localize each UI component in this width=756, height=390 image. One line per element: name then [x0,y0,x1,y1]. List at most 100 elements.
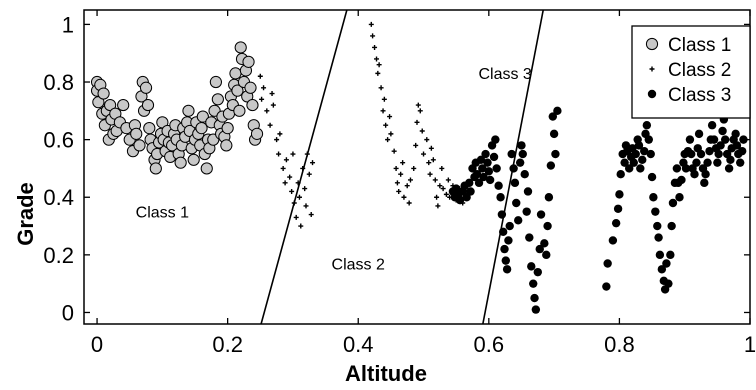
y-tick-label: 0 [62,300,74,325]
class-2-point [427,171,433,177]
class-3-point [705,146,714,156]
class-2-point [437,183,443,189]
class-2-point [415,102,421,108]
class-3-point [724,164,734,173]
class-3-point [478,164,487,173]
y-axis-title: Grade [13,182,38,246]
class-2-point [295,180,301,186]
class-2-point [293,214,299,220]
class-2-point [400,160,406,166]
class-3-point [502,265,512,274]
class-3-point [707,121,717,130]
class-2-point [398,171,404,177]
class-3-point [672,164,682,173]
class-1-point [143,122,156,135]
region-label: Class 1 [136,204,189,221]
class-3-point [638,155,647,164]
class-3-point [535,244,544,254]
x-axis-title: Altitude [345,361,427,385]
class-3-point [713,158,722,167]
class-1-point [133,139,146,152]
class-3-point [512,198,521,208]
class-3-point [653,221,662,231]
class-3-point [542,250,551,260]
class-3-point [466,187,475,196]
x-tick-label: 0.4 [343,332,374,357]
class-2-point [443,191,449,197]
class-3-point [718,126,727,136]
class-2-point [414,119,420,125]
class-1-point [220,139,233,152]
class-3-point [666,250,675,260]
class-2-point [270,102,276,108]
class-3-point [553,106,562,116]
class-1-point [250,127,264,140]
class-3-point [677,175,686,185]
class-2-point [372,44,378,50]
class-2-point [306,171,312,177]
class-3-point [739,135,748,144]
class-2-point [304,151,310,157]
legend: Class 1 Class 2 Class 3 [631,25,751,119]
data-points [90,21,748,314]
class-3-point [501,256,510,265]
class-2-point [432,177,438,183]
class-2-point [257,73,263,79]
class-2-point [430,157,436,163]
class-3-point [709,135,719,144]
class-2-point [291,200,297,206]
region-label: Class 2 [332,256,385,273]
class-2-point [277,131,283,137]
class-3-point [527,262,536,271]
class-1-point [246,98,259,112]
x-tick-label: 0.8 [604,332,635,357]
class-3-point [505,221,514,231]
class-3-point [517,141,526,150]
class-2-point [290,151,296,157]
class-2-point [439,165,445,171]
class-3-point [696,149,706,159]
class-2-point [440,186,446,192]
class-3-point [500,244,509,254]
class-3-point [703,158,712,167]
class-2-point [375,70,381,76]
class-2-point [387,114,393,120]
class-3-point [629,158,638,167]
class-2-point [406,200,412,206]
class-3-point [603,259,612,268]
class-3-point [737,146,747,156]
class-1-point [231,84,244,97]
class-1-point [97,87,110,100]
class-3-point [525,233,534,242]
legend-label-class-1: Class 1 [668,35,731,56]
class-3-point [489,152,499,162]
class-1-point [187,153,200,166]
class-2-point [302,186,308,192]
legend-marker-class-3 [647,89,657,99]
class-3-point [654,233,663,242]
legend-marker-class-1 [645,37,659,51]
class-3-point [484,167,494,176]
class-3-point [536,210,546,219]
class-1-point [244,81,257,94]
legend-marker-class-2 [649,66,655,72]
class-2-point [434,194,440,200]
class-3-point [736,158,745,167]
class-3-point [497,210,507,219]
class-2-point [368,21,374,27]
boundary-line-1 [260,10,348,324]
class-3-point [522,207,531,216]
class-3-point [687,149,696,159]
class-3-point [483,158,492,167]
class-2-point [310,160,316,166]
class-1-point [200,162,213,175]
class-2-point [370,33,376,39]
class-2-point [283,157,289,163]
class-2-point [282,180,288,186]
class-2-point [396,188,402,194]
class-2-point [421,151,427,157]
class-1-point [141,98,155,112]
class-2-point [298,223,304,229]
class-2-point [385,137,391,143]
class-2-point [264,108,270,114]
